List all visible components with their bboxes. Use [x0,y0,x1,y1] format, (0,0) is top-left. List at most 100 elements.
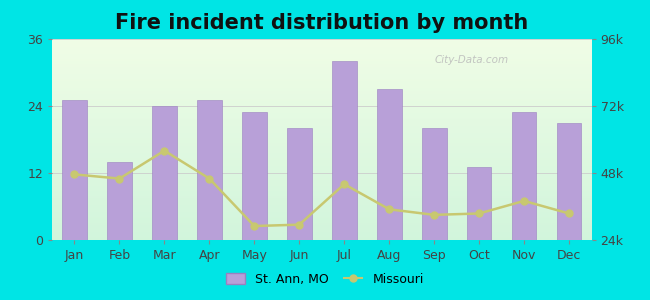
Bar [52,84,592,86]
Bar [52,129,592,131]
Bar [52,213,592,215]
Bar [52,156,592,158]
Bar [52,222,592,223]
Bar [52,202,592,203]
Bar [422,128,447,240]
Bar [52,136,592,138]
Bar [52,178,592,180]
Bar [52,173,592,175]
Bar [52,74,592,76]
Bar [52,176,592,178]
Bar [52,191,592,193]
Bar [107,162,132,240]
Bar [52,68,592,69]
Bar [52,183,592,185]
Bar [52,54,592,56]
Bar [52,186,592,188]
Bar [52,153,592,154]
Bar [52,203,592,205]
Bar [52,182,592,183]
Bar [556,123,581,240]
Bar [52,57,592,59]
Bar [52,210,592,212]
Bar [52,116,592,118]
Bar [52,133,592,134]
Bar [52,113,592,114]
Bar [52,168,592,170]
Bar [242,112,266,240]
Bar [52,149,592,151]
Bar [52,47,592,49]
Bar [52,166,592,168]
Bar [52,119,592,121]
Bar [52,154,592,156]
Bar [52,109,592,111]
Bar [52,49,592,51]
Bar [52,96,592,98]
Bar [52,118,592,119]
Bar [52,205,592,206]
Bar [152,106,177,240]
Bar [52,86,592,88]
Bar [52,56,592,57]
Bar [52,170,592,171]
Bar [52,131,592,133]
Bar [52,200,592,202]
Bar [52,151,592,153]
Bar [52,103,592,104]
Bar [52,238,592,240]
Bar [52,146,592,148]
Bar [52,77,592,79]
Bar [52,39,592,41]
Bar [52,232,592,233]
Bar [52,108,592,109]
Bar [512,112,536,240]
Bar [52,188,592,190]
Text: City-Data.com: City-Data.com [435,55,509,65]
Bar [52,51,592,52]
Bar [52,71,592,73]
Bar [52,193,592,195]
Bar [52,195,592,197]
Bar [52,66,592,68]
Bar [52,89,592,91]
Bar [52,88,592,89]
Bar [52,198,592,200]
Bar [52,140,592,141]
Bar [62,100,87,240]
Bar [52,196,592,198]
Bar [52,98,592,99]
Bar [52,46,592,47]
Bar [52,220,592,222]
Bar [52,218,592,220]
Bar [52,81,592,82]
Bar [52,62,592,64]
Bar [52,141,592,143]
Bar [52,235,592,237]
Bar [52,138,592,140]
Bar [52,128,592,129]
Bar [52,94,592,96]
Bar [52,206,592,208]
Title: Fire incident distribution by month: Fire incident distribution by month [115,13,528,33]
Bar [52,73,592,74]
Bar [52,79,592,81]
Bar [52,165,592,166]
Bar [52,101,592,103]
Bar [197,100,222,240]
Bar [52,44,592,46]
Bar [52,123,592,124]
Bar [52,226,592,228]
Bar [52,93,592,94]
Bar [52,91,592,93]
Bar [52,230,592,232]
Bar [52,190,592,191]
Bar [52,148,592,150]
Bar [52,61,592,62]
Bar [467,167,491,240]
Bar [52,158,592,160]
Bar [52,175,592,176]
Bar [377,89,402,240]
Bar [52,145,592,146]
Bar [52,114,592,116]
